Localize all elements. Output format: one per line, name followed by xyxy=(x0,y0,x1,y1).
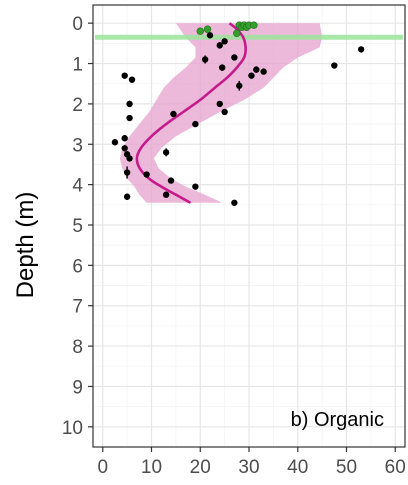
data-point xyxy=(126,100,133,108)
data-point xyxy=(123,166,131,179)
data-point xyxy=(121,72,128,79)
x-tick-label: 0 xyxy=(97,457,108,478)
data-point xyxy=(162,191,170,198)
point-marker xyxy=(126,114,133,122)
data-point xyxy=(248,72,255,79)
data-point xyxy=(143,171,150,178)
data-point xyxy=(236,80,243,91)
data-point xyxy=(216,42,223,49)
data-point xyxy=(170,110,177,118)
highlight-point xyxy=(196,27,204,35)
y-tick-label: 7 xyxy=(72,297,83,318)
point-marker xyxy=(260,68,267,75)
point-marker xyxy=(253,66,260,73)
data-point xyxy=(192,120,199,128)
y-tick-label: 0 xyxy=(72,14,83,35)
data-point xyxy=(128,76,136,83)
data-point xyxy=(162,148,170,157)
point-marker xyxy=(357,46,365,53)
data-point xyxy=(357,46,365,53)
data-point xyxy=(192,183,199,190)
trend-curve xyxy=(135,22,247,204)
x-tick-label: 30 xyxy=(238,457,259,478)
data-point xyxy=(253,66,260,73)
point-marker xyxy=(123,193,131,200)
data-point xyxy=(221,38,228,45)
y-axis-ticks: 0 1 2 3 4 5 6 7 8 9 10 xyxy=(62,14,93,439)
point-marker xyxy=(216,42,223,49)
x-tick-label: 60 xyxy=(385,457,406,478)
y-tick-label: 9 xyxy=(72,377,83,398)
point-marker xyxy=(162,149,170,156)
data-point xyxy=(126,114,133,122)
data-point xyxy=(221,108,228,116)
data-point xyxy=(206,32,214,39)
data-point xyxy=(260,68,267,75)
x-axis-ticks: 0 10 20 30 40 50 60 xyxy=(97,447,406,478)
data-point xyxy=(123,193,131,200)
data-point xyxy=(201,55,209,64)
y-tick-label: 2 xyxy=(72,95,83,116)
highlight-point xyxy=(203,25,212,33)
point-marker xyxy=(111,139,119,146)
point-marker xyxy=(231,54,238,61)
point-marker xyxy=(126,155,133,162)
ribbon-band xyxy=(119,23,323,203)
x-tick-label: 10 xyxy=(141,457,162,478)
y-tick-label: 8 xyxy=(72,337,83,358)
point-marker xyxy=(121,72,128,79)
confidence-ribbon xyxy=(119,23,323,203)
y-tick-label: 10 xyxy=(62,418,83,439)
point-marker xyxy=(192,183,199,190)
panel-annotation: b) Organic xyxy=(291,409,384,431)
y-tick-label: 6 xyxy=(72,256,83,277)
highlight-point xyxy=(233,29,241,37)
point-marker xyxy=(143,171,150,178)
x-tick-label: 50 xyxy=(336,457,357,478)
data-point xyxy=(111,139,119,146)
data-point xyxy=(231,199,238,206)
data-point xyxy=(331,62,338,69)
y-axis-title: Depth (m) xyxy=(12,192,39,299)
point-marker xyxy=(162,191,170,198)
y-tick-label: 4 xyxy=(72,176,83,197)
point-marker xyxy=(221,108,228,116)
x-tick-label: 20 xyxy=(190,457,211,478)
y-tick-label: 3 xyxy=(72,135,83,156)
data-point xyxy=(216,100,223,108)
point-marker xyxy=(192,120,199,128)
point-marker xyxy=(248,72,255,79)
point-marker xyxy=(121,135,128,142)
point-marker xyxy=(231,199,238,206)
data-points xyxy=(111,32,365,206)
data-point xyxy=(121,134,128,142)
point-marker xyxy=(218,64,226,71)
data-point xyxy=(121,145,128,152)
x-tick-label: 40 xyxy=(287,457,308,478)
point-marker xyxy=(236,82,243,89)
point-marker xyxy=(331,62,338,69)
y-tick-label: 5 xyxy=(72,216,83,237)
data-point xyxy=(231,54,238,61)
point-marker xyxy=(201,56,209,63)
point-marker xyxy=(216,100,223,108)
data-point xyxy=(167,177,175,184)
point-marker xyxy=(126,100,133,108)
data-point xyxy=(126,155,133,162)
point-marker xyxy=(206,32,214,39)
point-marker xyxy=(121,145,128,152)
highlight-points xyxy=(196,21,258,37)
highlight-point xyxy=(250,21,258,29)
point-marker xyxy=(123,169,131,176)
point-marker xyxy=(170,110,177,118)
point-marker xyxy=(167,177,175,184)
data-point xyxy=(218,64,226,71)
point-marker xyxy=(128,76,136,83)
trend-line xyxy=(135,22,247,204)
y-tick-label: 1 xyxy=(72,55,83,76)
point-marker xyxy=(221,38,228,45)
